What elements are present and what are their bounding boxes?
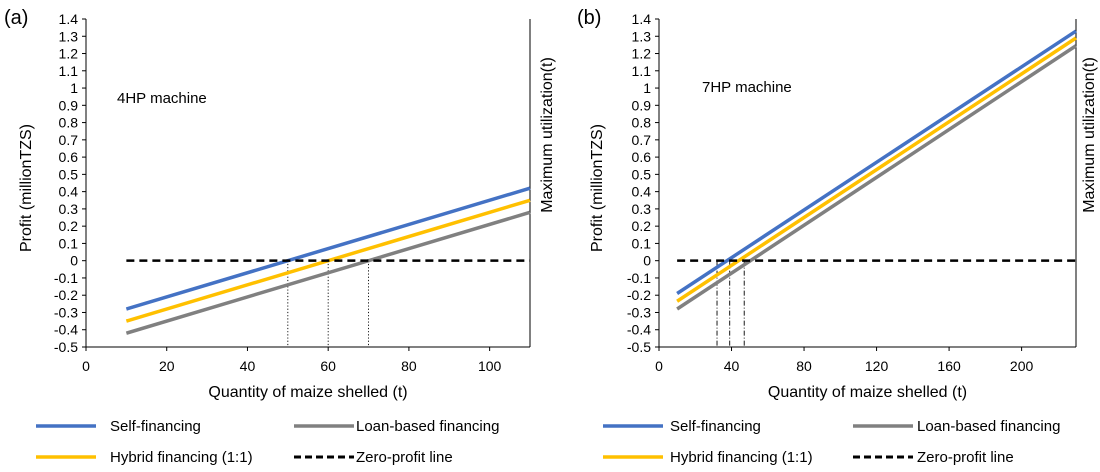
y-tick-label: 0.8 — [632, 115, 652, 131]
x-tick-label: 100 — [478, 358, 502, 374]
y-tick-label: 0.6 — [59, 149, 79, 165]
y-tick-label: 0.4 — [632, 184, 652, 200]
y-tick-label: -0.2 — [627, 287, 651, 303]
y-tick-label: -0.3 — [54, 304, 78, 320]
panel-label: (a) — [4, 7, 28, 29]
y-tick-label: -0.5 — [627, 339, 651, 355]
max-utilization-label: Maximum utilization(t) — [539, 57, 556, 213]
series-line-hybrid-financing-1-1 — [676, 36, 1077, 303]
series-line-loan-based-financing — [125, 210, 531, 335]
y-tick-label: 0.9 — [59, 97, 79, 113]
legend-label: Zero-profit line — [356, 449, 453, 466]
max-utilization-label: Maximum utilization(t) — [1081, 57, 1098, 213]
series-line-self-financing — [125, 186, 531, 311]
y-axis-title: Profit (millionTZS) — [18, 124, 35, 252]
x-tick-label: 200 — [1010, 358, 1034, 374]
y-tick-label: 0.5 — [632, 166, 652, 182]
y-tick-label: 0.6 — [632, 149, 652, 165]
y-tick-label: -0.3 — [627, 304, 651, 320]
y-tick-label: 0 — [643, 253, 651, 269]
legend-label: Self-financing — [670, 418, 761, 435]
y-tick-label: 0.5 — [59, 166, 79, 182]
legend-label: Self-financing — [110, 418, 201, 435]
y-tick-label: 0.1 — [632, 235, 652, 251]
y-tick-label: 0.7 — [632, 132, 652, 148]
y-tick-label: 0.3 — [59, 201, 79, 217]
y-tick-label: 0.2 — [59, 218, 79, 234]
legend-label: Zero-profit line — [917, 449, 1014, 466]
panel-b: (b)-0.5-0.4-0.3-0.2-0.100.10.20.30.40.50… — [577, 7, 1098, 466]
x-tick-label: 120 — [865, 358, 889, 374]
machine-annotation: 4HP machine — [117, 90, 207, 107]
y-tick-label: -0.2 — [54, 287, 78, 303]
panel-label: (b) — [577, 7, 601, 29]
y-tick-label: -0.4 — [54, 322, 78, 338]
x-tick-label: 40 — [240, 358, 256, 374]
y-tick-label: 0.7 — [59, 132, 79, 148]
y-tick-label: 1 — [70, 80, 78, 96]
legend-label: Loan-based financing — [917, 418, 1060, 435]
y-tick-label: 1.4 — [59, 11, 79, 27]
x-tick-label: 0 — [655, 358, 663, 374]
x-axis-title: Quantity of maize shelled (t) — [768, 384, 967, 401]
y-tick-label: -0.1 — [627, 270, 651, 286]
y-tick-label: 0.8 — [59, 115, 79, 131]
y-tick-label: 0.1 — [59, 235, 79, 251]
y-tick-label: -0.5 — [54, 339, 78, 355]
legend-label: Hybrid financing (1:1) — [670, 449, 813, 466]
y-tick-label: 1.1 — [632, 63, 652, 79]
y-tick-label: 0 — [70, 253, 78, 269]
legend-label: Loan-based financing — [356, 418, 499, 435]
x-tick-label: 40 — [724, 358, 740, 374]
series-line-self-financing — [676, 29, 1077, 295]
y-tick-label: 1 — [643, 80, 651, 96]
y-tick-label: 0.4 — [59, 184, 79, 200]
x-tick-label: 80 — [401, 358, 417, 374]
x-tick-label: 0 — [82, 358, 90, 374]
x-axis-title: Quantity of maize shelled (t) — [208, 384, 407, 401]
y-axis-title: Profit (millionTZS) — [589, 124, 606, 252]
machine-annotation: 7HP machine — [702, 79, 792, 96]
x-tick-label: 160 — [937, 358, 961, 374]
x-tick-label: 20 — [159, 358, 175, 374]
y-tick-label: 0.9 — [632, 97, 652, 113]
series-line-loan-based-financing — [676, 44, 1077, 311]
y-tick-label: 0.2 — [632, 218, 652, 234]
y-tick-label: -0.1 — [54, 270, 78, 286]
x-tick-label: 80 — [796, 358, 812, 374]
y-tick-label: 1.3 — [59, 28, 79, 44]
x-tick-label: 60 — [320, 358, 336, 374]
y-tick-label: -0.4 — [627, 322, 651, 338]
y-tick-label: 1.2 — [632, 46, 652, 62]
y-tick-label: 1.3 — [632, 28, 652, 44]
y-tick-label: 1.2 — [59, 46, 79, 62]
legend-label: Hybrid financing (1:1) — [110, 449, 253, 466]
y-tick-label: 1.1 — [59, 63, 79, 79]
y-tick-label: 0.3 — [632, 201, 652, 217]
panel-a: (a)-0.5-0.4-0.3-0.2-0.100.10.20.30.40.50… — [4, 7, 556, 466]
y-tick-label: 1.4 — [632, 11, 652, 27]
